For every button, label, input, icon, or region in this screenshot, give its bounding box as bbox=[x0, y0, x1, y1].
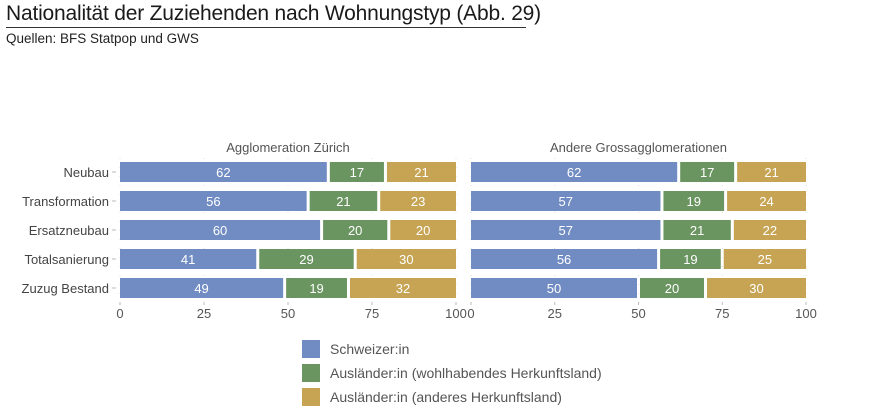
bar-value-label: 56 bbox=[557, 252, 571, 267]
bar-value-label: 21 bbox=[690, 223, 704, 238]
bar-value-label: 21 bbox=[764, 165, 778, 180]
panel-title: Agglomeration Zürich bbox=[226, 140, 350, 155]
x-tick-label: 25 bbox=[548, 306, 562, 321]
x-tick-label: 0 bbox=[467, 306, 474, 321]
bar-value-label: 57 bbox=[558, 194, 572, 209]
bar-value-label: 19 bbox=[687, 194, 701, 209]
category-label: Ersatzneubau bbox=[29, 223, 109, 238]
bar-value-label: 50 bbox=[547, 281, 561, 296]
bar-value-label: 29 bbox=[299, 252, 313, 267]
bar-segment bbox=[309, 191, 378, 211]
bar-value-label: 30 bbox=[749, 281, 763, 296]
legend-label: Ausländer:in (anderes Herkunftsland) bbox=[330, 389, 562, 405]
bar-value-label: 25 bbox=[758, 252, 772, 267]
bar-segment bbox=[471, 249, 658, 269]
bar-value-label: 20 bbox=[348, 223, 362, 238]
bar-segment bbox=[680, 162, 735, 182]
bar-segment bbox=[120, 278, 284, 298]
bar-value-label: 19 bbox=[683, 252, 697, 267]
category-label: Totalsanierung bbox=[24, 252, 109, 267]
bar-segment bbox=[733, 220, 806, 240]
x-tick-label: 75 bbox=[715, 306, 729, 321]
x-tick-label: 25 bbox=[197, 306, 211, 321]
bar-segment bbox=[120, 191, 307, 211]
bar-value-label: 56 bbox=[206, 194, 220, 209]
bar-segment bbox=[286, 278, 347, 298]
legend-swatch bbox=[302, 340, 320, 358]
panel-title: Andere Grossagglomerationen bbox=[550, 140, 727, 155]
category-label: Transformation bbox=[22, 194, 109, 209]
bar-segment bbox=[386, 162, 456, 182]
bar-value-label: 23 bbox=[411, 194, 425, 209]
chart-subtitle: Quellen: BFS Statpop und GWS bbox=[6, 31, 199, 46]
bar-segment bbox=[120, 249, 257, 269]
x-tick-label: 0 bbox=[116, 306, 123, 321]
bar-segment bbox=[471, 278, 637, 298]
bar-value-label: 20 bbox=[665, 281, 679, 296]
bar-segment bbox=[707, 278, 806, 298]
bar-segment bbox=[120, 162, 327, 182]
bar-segment bbox=[723, 249, 806, 269]
legend-item-schweizer: Schweizer:in bbox=[302, 337, 602, 361]
bar-value-label: 20 bbox=[416, 223, 430, 238]
bar-value-label: 32 bbox=[396, 281, 410, 296]
legend-label: Ausländer:in (wohlhabendes Herkunftsland… bbox=[330, 365, 602, 381]
bar-value-label: 17 bbox=[350, 165, 364, 180]
bar-segment bbox=[663, 220, 731, 240]
x-tick-label: 50 bbox=[281, 306, 295, 321]
bar-value-label: 62 bbox=[567, 165, 581, 180]
bar-value-label: 49 bbox=[194, 281, 208, 296]
bar-segment bbox=[380, 191, 456, 211]
bar-segment bbox=[727, 191, 806, 211]
chart-title: Nationalität der Zuziehenden nach Wohnun… bbox=[6, 2, 541, 25]
bar-value-label: 62 bbox=[216, 165, 230, 180]
bar-value-label: 21 bbox=[336, 194, 350, 209]
bar-value-label: 22 bbox=[763, 223, 777, 238]
legend-label: Schweizer:in bbox=[330, 341, 410, 357]
x-tick-label: 100 bbox=[445, 306, 467, 321]
bar-segment bbox=[120, 220, 321, 240]
bar-value-label: 60 bbox=[213, 223, 227, 238]
legend-swatch bbox=[302, 364, 320, 382]
x-tick-label: 50 bbox=[631, 306, 645, 321]
legend-swatch bbox=[302, 388, 320, 406]
legend-item-auslaender-wohlhabend: Ausländer:in (wohlhabendes Herkunftsland… bbox=[302, 361, 602, 385]
legend: Schweizer:in Ausländer:in (wohlhabendes … bbox=[302, 337, 602, 409]
bar-value-label: 21 bbox=[414, 165, 428, 180]
bar-segment bbox=[663, 191, 725, 211]
bar-segment bbox=[349, 278, 456, 298]
title-underline bbox=[6, 27, 526, 28]
bar-value-label: 17 bbox=[700, 165, 714, 180]
bar-value-label: 24 bbox=[759, 194, 773, 209]
bar-value-label: 41 bbox=[181, 252, 195, 267]
bar-segment bbox=[471, 162, 678, 182]
bar-segment bbox=[660, 249, 721, 269]
bar-segment bbox=[471, 191, 661, 211]
bar-value-label: 30 bbox=[399, 252, 413, 267]
x-tick-label: 100 bbox=[795, 306, 817, 321]
bar-value-label: 57 bbox=[558, 223, 572, 238]
bar-segment bbox=[737, 162, 806, 182]
category-label: Neubau bbox=[63, 165, 109, 180]
bar-segment bbox=[471, 220, 661, 240]
bar-segment bbox=[390, 220, 456, 240]
bar-segment bbox=[259, 249, 354, 269]
legend-item-auslaender-andere: Ausländer:in (anderes Herkunftsland) bbox=[302, 385, 602, 409]
bar-segment bbox=[323, 220, 388, 240]
bar-segment bbox=[356, 249, 456, 269]
category-label: Zuzug Bestand bbox=[22, 281, 109, 296]
bar-segment bbox=[329, 162, 384, 182]
bar-segment bbox=[640, 278, 704, 298]
bar-value-label: 19 bbox=[309, 281, 323, 296]
x-tick-label: 75 bbox=[365, 306, 379, 321]
